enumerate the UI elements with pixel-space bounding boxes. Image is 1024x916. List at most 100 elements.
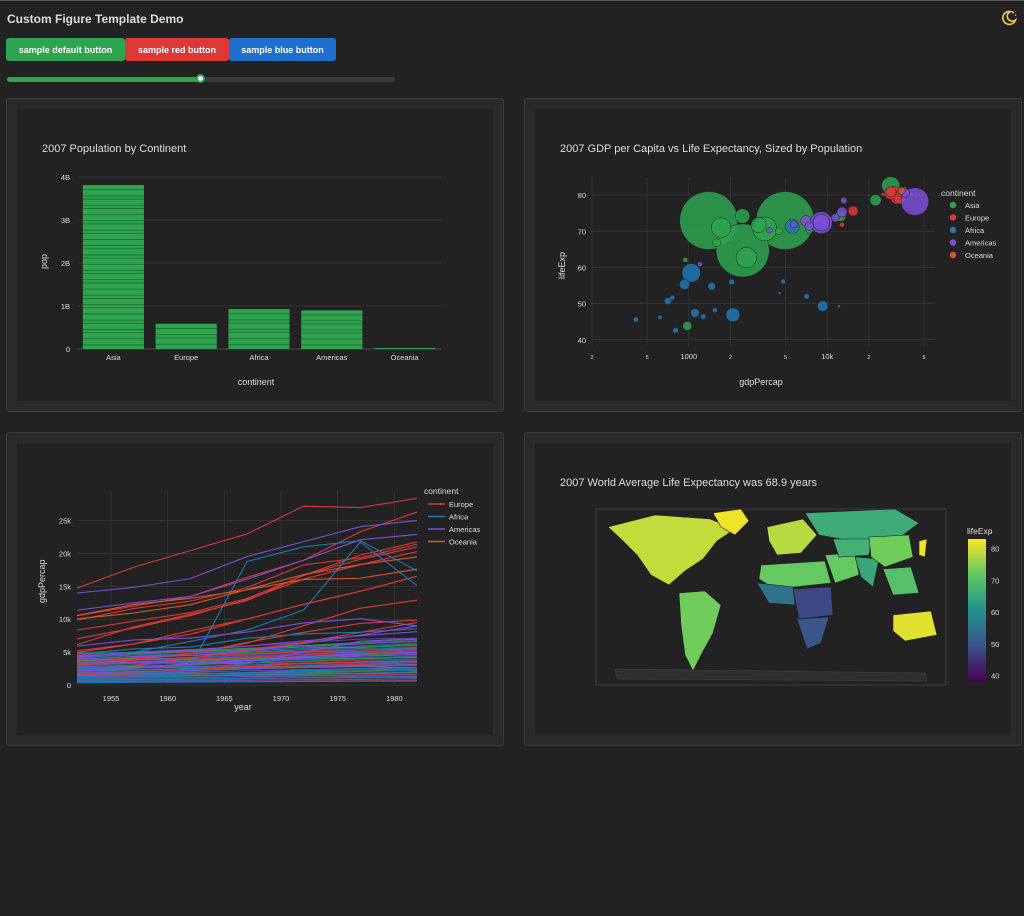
scatter-point (804, 221, 814, 231)
scatter-point (885, 186, 897, 198)
scatter-point (734, 208, 751, 224)
series-line-americas (76, 625, 418, 660)
sample-blue-button[interactable]: sample blue button (229, 38, 336, 61)
map-region-central-asia (832, 538, 872, 558)
scatter-point (672, 327, 679, 334)
background-line (76, 678, 418, 682)
scatter-point (780, 278, 786, 285)
bar-asia (82, 185, 144, 349)
series-line-americas (76, 651, 418, 672)
x-tick-label: Oceania (391, 353, 420, 362)
series-line-africa (76, 668, 418, 679)
legend-label-oceania: Oceania (965, 251, 994, 260)
y-tick-label: 40 (578, 336, 586, 345)
map-region-south-america (678, 590, 722, 672)
colorbar-title: lifeExp (967, 526, 993, 536)
scatter-point (830, 213, 840, 223)
map-frame (595, 508, 947, 686)
series-line-africa (76, 646, 418, 670)
population-bar-chart[interactable]: 2007 Population by Continent pop contine… (17, 109, 495, 403)
map-region-southern-africa (796, 616, 830, 650)
sample-default-button[interactable]: sample default button (6, 38, 125, 61)
x-tick-label: 1965 (216, 694, 233, 703)
x-tick-label: 1975 (329, 694, 346, 703)
scatter-point (735, 247, 757, 269)
scatter-point (880, 192, 885, 197)
scatter-point (700, 313, 707, 320)
background-line (76, 678, 418, 683)
y-tick-label: 15k (59, 582, 71, 591)
background-line (76, 674, 418, 680)
scatter-point (682, 257, 689, 263)
series-line-europe (76, 497, 418, 589)
series-line-americas (76, 618, 418, 647)
x-tick-label: 5 (923, 355, 926, 361)
x-tick-label: 2 (867, 355, 870, 361)
map-region-south-asia (854, 556, 880, 588)
legend-label-americas: Americas (965, 239, 997, 248)
map-region-china (868, 534, 914, 568)
map-region-middle-east (824, 552, 860, 584)
y-tick-label: 5k (63, 648, 71, 657)
scatter-point (775, 227, 783, 235)
scatter-point (725, 307, 741, 323)
scatter-point (728, 278, 735, 285)
legend-label-europe: Europe (965, 214, 989, 223)
scatter-point (812, 213, 830, 232)
series-line-europe (76, 551, 418, 640)
scatter-point (750, 217, 767, 233)
series-line-americas (76, 631, 418, 658)
gdp-lifeexp-scatter-chart[interactable]: 2007 GDP per Capita vs Life Expectancy, … (535, 109, 1013, 403)
bar-oceania (374, 347, 436, 349)
x-axis-label: gdpPercap (739, 377, 783, 387)
scatter-point (679, 279, 690, 290)
page-title: Custom Figure Template Demo (7, 12, 184, 26)
x-tick-label: 1970 (273, 694, 290, 703)
value-slider[interactable] (7, 74, 395, 83)
chart-title: 2007 Population by Continent (42, 143, 186, 155)
scatter-point (669, 295, 675, 301)
y-tick-label: 25k (59, 517, 71, 526)
y-axis-label: lifeExp (557, 252, 567, 279)
scatter-point (664, 297, 672, 305)
scatter-point (836, 206, 848, 218)
moon-sun-icon[interactable] (1000, 9, 1018, 27)
y-tick-label: 2B (61, 259, 70, 268)
y-tick-label: 20k (59, 549, 71, 558)
scatter-point (682, 321, 693, 331)
life-expectancy-map-card: 2007 World Average Life Expectancy was 6… (524, 432, 1022, 746)
series-line-europe (76, 599, 418, 666)
x-tick-label: 2 (729, 355, 732, 361)
series-line-africa (76, 541, 418, 658)
chart-title: 2007 World Average Life Expectancy was 6… (560, 477, 818, 489)
y-tick-label: 10k (59, 615, 71, 624)
scatter-point (817, 300, 829, 312)
scatter-point (766, 227, 773, 234)
scatter-point (837, 304, 841, 308)
x-axis-label: continent (238, 377, 275, 387)
y-axis-label: gdpPercap (37, 559, 47, 603)
y-tick-label: 60 (578, 263, 586, 272)
slider-handle[interactable] (196, 74, 205, 83)
series-line-europe (76, 619, 418, 665)
legend-marker-europe (949, 214, 957, 221)
scatter-point (712, 307, 718, 313)
scatter-point (681, 263, 701, 283)
map-region-antarctica (614, 668, 928, 682)
legend-title: continent (424, 486, 459, 496)
gdp-line-card: gdpPercap year 0 5k 10k 15k 20k 25k 1955 1960 19… (6, 432, 504, 746)
life-expectancy-choropleth[interactable]: 2007 World Average Life Expectancy was 6… (535, 443, 1013, 737)
scatter-point (707, 282, 716, 291)
legend-marker-asia (949, 201, 957, 209)
map-region-central-africa (792, 586, 834, 620)
colorbar-tick-label: 40 (991, 672, 999, 681)
gdp-line-chart[interactable]: gdpPercap year 0 5k 10k 15k 20k 25k 1955 1960 19… (17, 443, 495, 737)
series-line-americas (76, 664, 418, 674)
sample-red-button[interactable]: sample red button (125, 38, 229, 61)
series-line-europe (76, 511, 418, 617)
map-region-north-america (607, 514, 736, 586)
series-line-africa (76, 628, 418, 655)
chart-area: gdpPercap year 0 5k 10k 15k 20k 25k 1955 1960 19… (17, 443, 493, 735)
series-line-europe (76, 541, 418, 646)
map-region-west-africa (756, 582, 796, 606)
